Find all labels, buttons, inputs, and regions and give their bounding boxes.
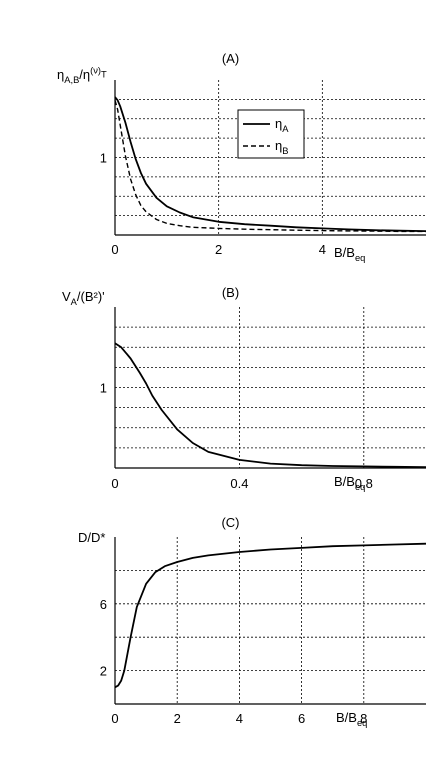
chart-panel-b: 0 0.4 0.8 1 (B) VA/(B²)' B/Beq [62, 285, 427, 492]
x-tick-label: 0 [111, 711, 118, 726]
chart-title: (A) [222, 51, 239, 66]
chart-panel-a: 0 2 4 1 (A) ηA,B/η(ν)T B/Beq ηA ηB [57, 51, 427, 263]
y-axis-label: D/D* [78, 530, 105, 545]
x-tick-label: 0.8 [355, 476, 373, 491]
series-line-0 [114, 542, 427, 689]
x-tick-label: 4 [236, 711, 243, 726]
x-tick-label: 0 [111, 242, 118, 257]
legend-label: ηA [275, 116, 289, 134]
chart-panel-c: 0 2 4 6 8 2 6 (C) D/D* B/Beq [78, 515, 427, 728]
x-tick-label: 0 [111, 476, 118, 491]
x-axis-label: B/Beq [334, 245, 365, 263]
series-line-b [114, 100, 427, 233]
y-axis-label: VA/(B²)' [62, 289, 105, 307]
chart-title: (C) [221, 515, 239, 530]
legend: ηA ηB [237, 109, 305, 159]
x-tick-label: 2 [174, 711, 181, 726]
x-tick-label: 4 [319, 242, 326, 257]
series-line-0 [114, 342, 427, 469]
y-axis-label: ηA,B/η(ν)T [57, 66, 107, 86]
y-tick-label: 6 [100, 597, 107, 612]
x-tick-label: 0.4 [230, 476, 248, 491]
chart-title: (B) [222, 285, 239, 300]
y-tick-label: 2 [100, 664, 107, 679]
x-axis-label: B/Beq [336, 710, 367, 728]
x-tick-label: 2 [215, 242, 222, 257]
y-tick-label: 1 [100, 151, 107, 166]
legend-box [237, 109, 305, 159]
x-axis-label: B/Beq [334, 474, 365, 492]
x-tick-label: 6 [298, 711, 305, 726]
x-tick-label: 8 [360, 711, 367, 726]
legend-label: ηB [275, 138, 288, 156]
series-line-a [114, 96, 427, 232]
y-tick-label: 1 [100, 381, 107, 396]
